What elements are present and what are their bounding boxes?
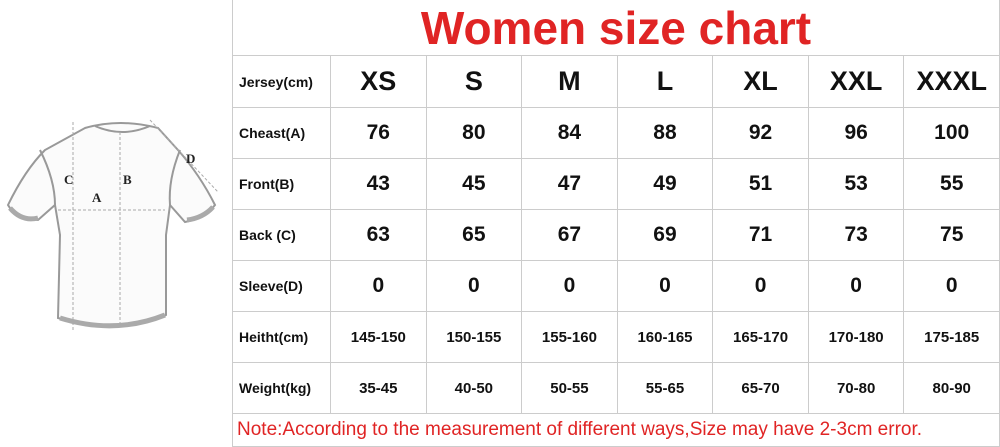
value-cell: 50-55 xyxy=(522,362,618,413)
value-cell: 0 xyxy=(331,260,427,311)
value-cell: 71 xyxy=(713,209,809,260)
size-header: L xyxy=(617,55,714,107)
jersey-diagram: A B C D xyxy=(6,119,219,330)
value-cell: 92 xyxy=(713,107,809,158)
value-cell: 160-165 xyxy=(617,311,714,362)
value-cell: 0 xyxy=(426,260,523,311)
value-cell: 150-155 xyxy=(426,311,523,362)
size-header: S xyxy=(426,55,523,107)
value-cell: 70-80 xyxy=(808,362,905,413)
size-header: XS xyxy=(331,55,427,107)
value-cell: 73 xyxy=(808,209,905,260)
size-header: XXL xyxy=(808,55,905,107)
value-cell: 53 xyxy=(808,158,905,209)
size-header: XXXL xyxy=(904,55,1000,107)
note: Note:According to the measurement of dif… xyxy=(233,413,1000,446)
title: Women size chart xyxy=(233,0,1000,55)
value-cell: 40-50 xyxy=(426,362,523,413)
label-b: B xyxy=(123,172,132,187)
value-cell: 76 xyxy=(331,107,427,158)
size-header: XL xyxy=(713,55,809,107)
value-cell: 67 xyxy=(522,209,618,260)
value-cell: 51 xyxy=(713,158,809,209)
value-cell: 47 xyxy=(522,158,618,209)
value-cell: 175-185 xyxy=(904,311,1000,362)
value-cell: 0 xyxy=(713,260,809,311)
value-cell: 75 xyxy=(904,209,1000,260)
row-label: Sleeve(D) xyxy=(233,260,331,311)
value-cell: 0 xyxy=(808,260,905,311)
value-cell: 0 xyxy=(617,260,714,311)
value-cell: 145-150 xyxy=(331,311,427,362)
value-cell: 165-170 xyxy=(713,311,809,362)
value-cell: 65 xyxy=(426,209,523,260)
value-cell: 49 xyxy=(617,158,714,209)
row-label: Heitht(cm) xyxy=(233,311,331,362)
size-table: Women size chart Jersey(cm) XS S M L XL XXL XXXL… xyxy=(232,0,1000,447)
value-cell: 0 xyxy=(522,260,618,311)
value-cell: 65-70 xyxy=(713,362,809,413)
jersey-outline xyxy=(6,122,217,329)
row-label: Front(B) xyxy=(233,158,331,209)
measure-lines xyxy=(58,119,219,330)
value-cell: 155-160 xyxy=(522,311,618,362)
value-cell: 80 xyxy=(426,107,523,158)
value-cell: 170-180 xyxy=(808,311,905,362)
value-cell: 88 xyxy=(617,107,714,158)
value-cell: 63 xyxy=(331,209,427,260)
value-cell: 96 xyxy=(808,107,905,158)
header-label: Jersey(cm) xyxy=(233,55,331,107)
row-label: Back (C) xyxy=(233,209,331,260)
value-cell: 80-90 xyxy=(904,362,1000,413)
value-cell: 45 xyxy=(426,158,523,209)
value-cell: 55-65 xyxy=(617,362,714,413)
row-label: Weight(kg) xyxy=(233,362,331,413)
label-c: C xyxy=(64,172,73,187)
label-a: A xyxy=(92,190,102,205)
label-d: D xyxy=(186,151,195,166)
value-cell: 69 xyxy=(617,209,714,260)
row-label: Cheast(A) xyxy=(233,107,331,158)
value-cell: 0 xyxy=(904,260,1000,311)
size-header: M xyxy=(522,55,618,107)
value-cell: 35-45 xyxy=(331,362,427,413)
value-cell: 43 xyxy=(331,158,427,209)
value-cell: 100 xyxy=(904,107,1000,158)
value-cell: 55 xyxy=(904,158,1000,209)
value-cell: 84 xyxy=(522,107,618,158)
